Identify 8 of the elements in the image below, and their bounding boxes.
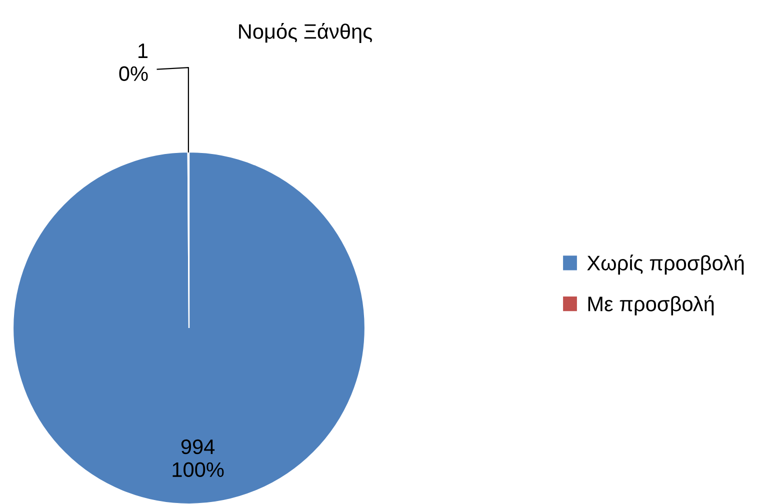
- pie-slice: [12, 151, 366, 504]
- text: 100%: [172, 462, 224, 478]
- data-label: 994: [181, 439, 215, 454]
- legend-label: Με προσβολή: [588, 295, 714, 316]
- text: 0%: [119, 66, 148, 82]
- legend-label: Χωρίς προσβολή: [587, 254, 744, 275]
- chart-title: Νομός Ξάνθης: [239, 22, 372, 43]
- data-label: 1: [138, 44, 148, 58]
